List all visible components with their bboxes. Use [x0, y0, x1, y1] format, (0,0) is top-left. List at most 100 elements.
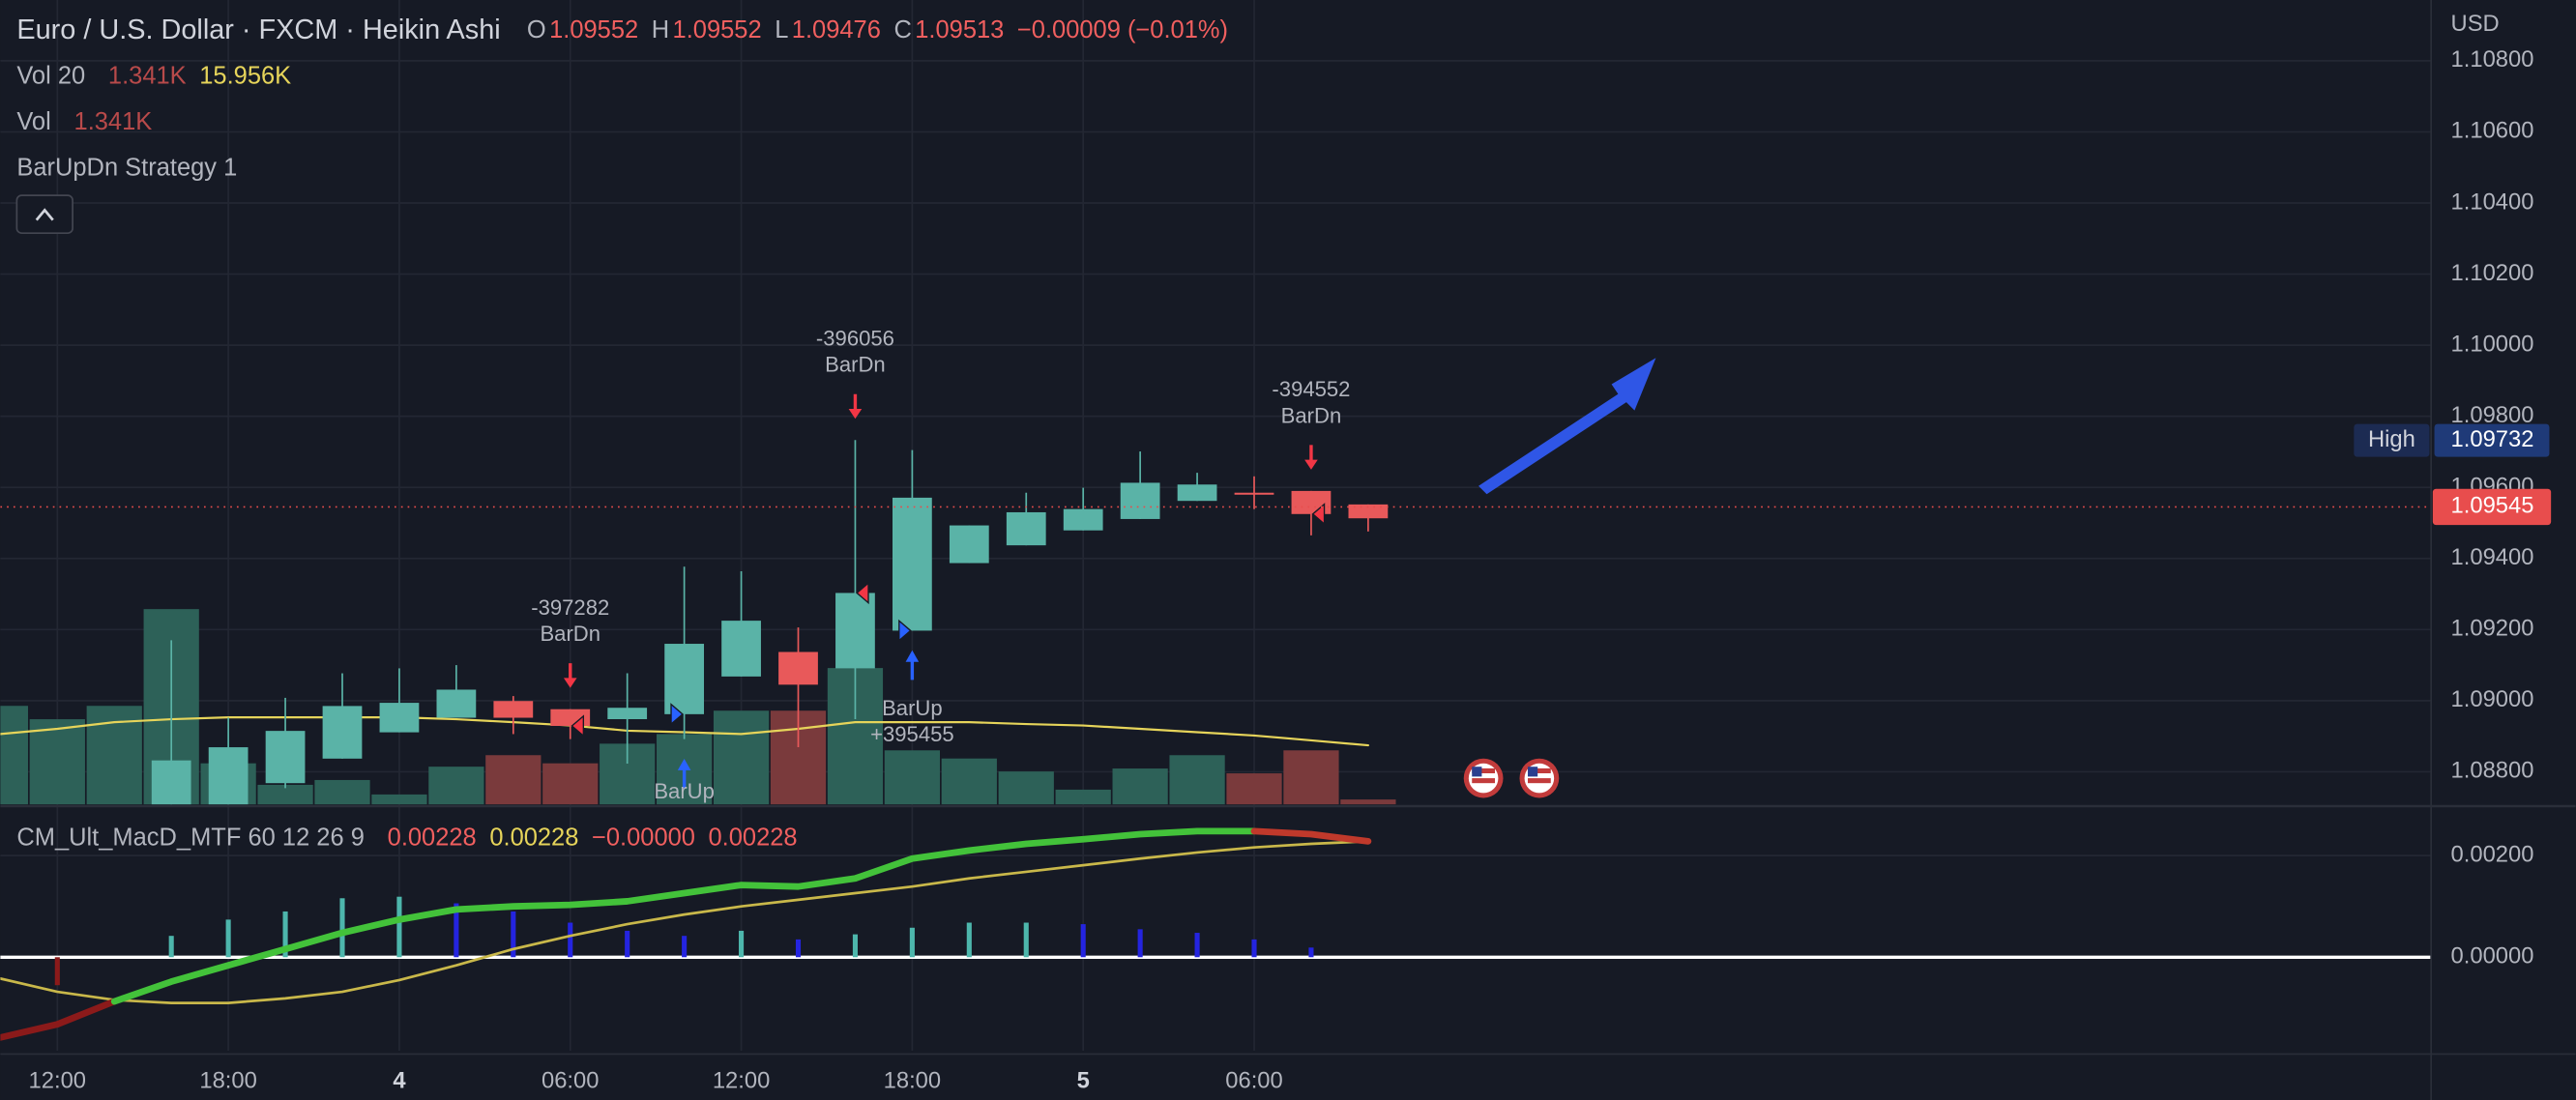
volume-bar — [485, 755, 542, 805]
volume-bar — [257, 784, 313, 805]
histogram-bar — [682, 936, 688, 958]
volume-bar — [0, 706, 28, 805]
histogram-bar — [225, 919, 231, 958]
y-tick-label: 0.00200 — [2451, 841, 2534, 867]
legend-value: −0.00000 — [592, 825, 695, 852]
candle-body — [379, 703, 420, 733]
volume-bar — [884, 750, 941, 805]
axis-unit: USD — [2451, 11, 2500, 37]
macd-line — [110, 827, 1258, 1005]
signal-profit: -397282 — [531, 595, 609, 620]
macd-line — [0, 998, 118, 1041]
signal-arrow-head — [677, 758, 691, 770]
signal-profit: -396056 — [816, 327, 894, 351]
event-flag — [1519, 758, 1560, 798]
candle-body — [1006, 511, 1046, 546]
y-tick-label: 1.10800 — [2451, 46, 2534, 72]
histogram-bar — [909, 927, 915, 958]
flag-canton — [1527, 767, 1538, 777]
button-frame[interactable] — [15, 194, 73, 235]
event-flag — [1463, 758, 1504, 798]
high-badge-value: 1.09732 — [2451, 426, 2534, 452]
legend-label: BarUpDn Strategy 1 — [16, 155, 237, 182]
histogram-bar — [1251, 939, 1257, 958]
y-tick-label: 0.00000 — [2451, 943, 2534, 970]
signal-arrow-head — [848, 409, 863, 420]
volume-bar — [713, 710, 770, 805]
histogram-bar — [1137, 929, 1143, 958]
ohlc-label: C — [893, 16, 911, 43]
x-tick-label: 18:00 — [199, 1068, 256, 1094]
drawing-arrow — [1478, 358, 1656, 495]
signal-arrow-head — [905, 650, 920, 662]
legend-value: 0.00228 — [489, 825, 578, 852]
price-pane: -397282BarDnBarUp-396056BarDnBarUp+39545… — [0, 327, 1396, 805]
histogram-bar — [511, 911, 516, 958]
candle-body — [721, 621, 761, 677]
x-tick-label: 5 — [1077, 1068, 1090, 1094]
signal-marker — [1311, 503, 1326, 526]
histogram-bar — [739, 930, 745, 958]
high-badge — [2354, 423, 2430, 457]
y-tick-label: 1.08800 — [2451, 758, 2534, 784]
ohlc-value: 1.09552 — [673, 16, 762, 43]
volume-bar — [371, 794, 427, 805]
volume-bar — [1340, 799, 1396, 805]
ohlc-change: −0.00009 (−0.01%) — [1017, 16, 1228, 43]
legend-label: Vol — [16, 108, 50, 135]
volume-bar — [542, 763, 599, 805]
signal-marker — [856, 581, 869, 605]
signal-marker — [571, 714, 585, 738]
candle-body — [892, 497, 932, 631]
candle-body — [778, 651, 818, 685]
candle-body — [1348, 504, 1389, 519]
volume-bar — [941, 758, 997, 805]
arrow-shape — [1478, 358, 1656, 495]
legend-label: Vol 20 — [16, 63, 85, 90]
candle-body — [664, 644, 705, 714]
y-tick-label: 1.10600 — [2451, 118, 2534, 144]
histogram-bar — [852, 934, 858, 958]
signal-label: BarDn — [825, 353, 886, 377]
signal-marker — [670, 703, 684, 726]
histogram-bar — [1023, 922, 1029, 958]
ohlc-label: L — [775, 16, 788, 43]
chevron-icon[interactable] — [35, 208, 54, 221]
histogram-bar — [1308, 947, 1314, 958]
x-tick-label: 06:00 — [1225, 1068, 1282, 1094]
ohlc-label: O — [527, 16, 546, 43]
high-badge-label: High — [2368, 426, 2415, 452]
signal-label: BarUp — [882, 696, 943, 720]
volume-bar — [314, 779, 370, 805]
overlay: 12:00 18:00 4 06:00 12:00 18:00 5 06:00 1.08800 1… — [0, 11, 2552, 1094]
flag-stripe — [1472, 767, 1496, 773]
y-tick-label: 1.09800 — [2451, 402, 2534, 428]
histogram-bar — [339, 898, 345, 958]
y-tick-label: 1.09200 — [2451, 616, 2534, 642]
histogram-bar — [168, 936, 174, 958]
histogram-bar — [54, 957, 60, 986]
histogram-bar — [282, 911, 288, 958]
plot: -397282BarDnBarUp-396056BarDnBarUp+39545… — [0, 327, 1396, 1041]
candle-body — [436, 689, 477, 718]
flag-stripe — [1527, 767, 1551, 773]
signal-arrow-head — [1304, 459, 1318, 470]
signal-marker — [898, 619, 912, 643]
ohlc-value: 1.09476 — [792, 16, 881, 43]
volume-bar — [998, 771, 1054, 805]
x-tick-label: 18:00 — [884, 1068, 941, 1094]
volume-bar — [29, 719, 85, 805]
legend-title: CM_Ult_MacD_MTF 60 12 26 9 — [16, 825, 365, 852]
signal-profit: -394552 — [1272, 377, 1350, 401]
legend-value: 0.00228 — [709, 825, 798, 852]
candle-body — [1234, 492, 1274, 495]
y-tick-label: 1.09400 — [2451, 544, 2534, 570]
candle-body — [1120, 482, 1160, 519]
candle-body — [1063, 508, 1103, 531]
candle-body — [835, 593, 875, 669]
collapse-button[interactable] — [15, 194, 73, 235]
signal-label: BarDn — [540, 622, 600, 646]
